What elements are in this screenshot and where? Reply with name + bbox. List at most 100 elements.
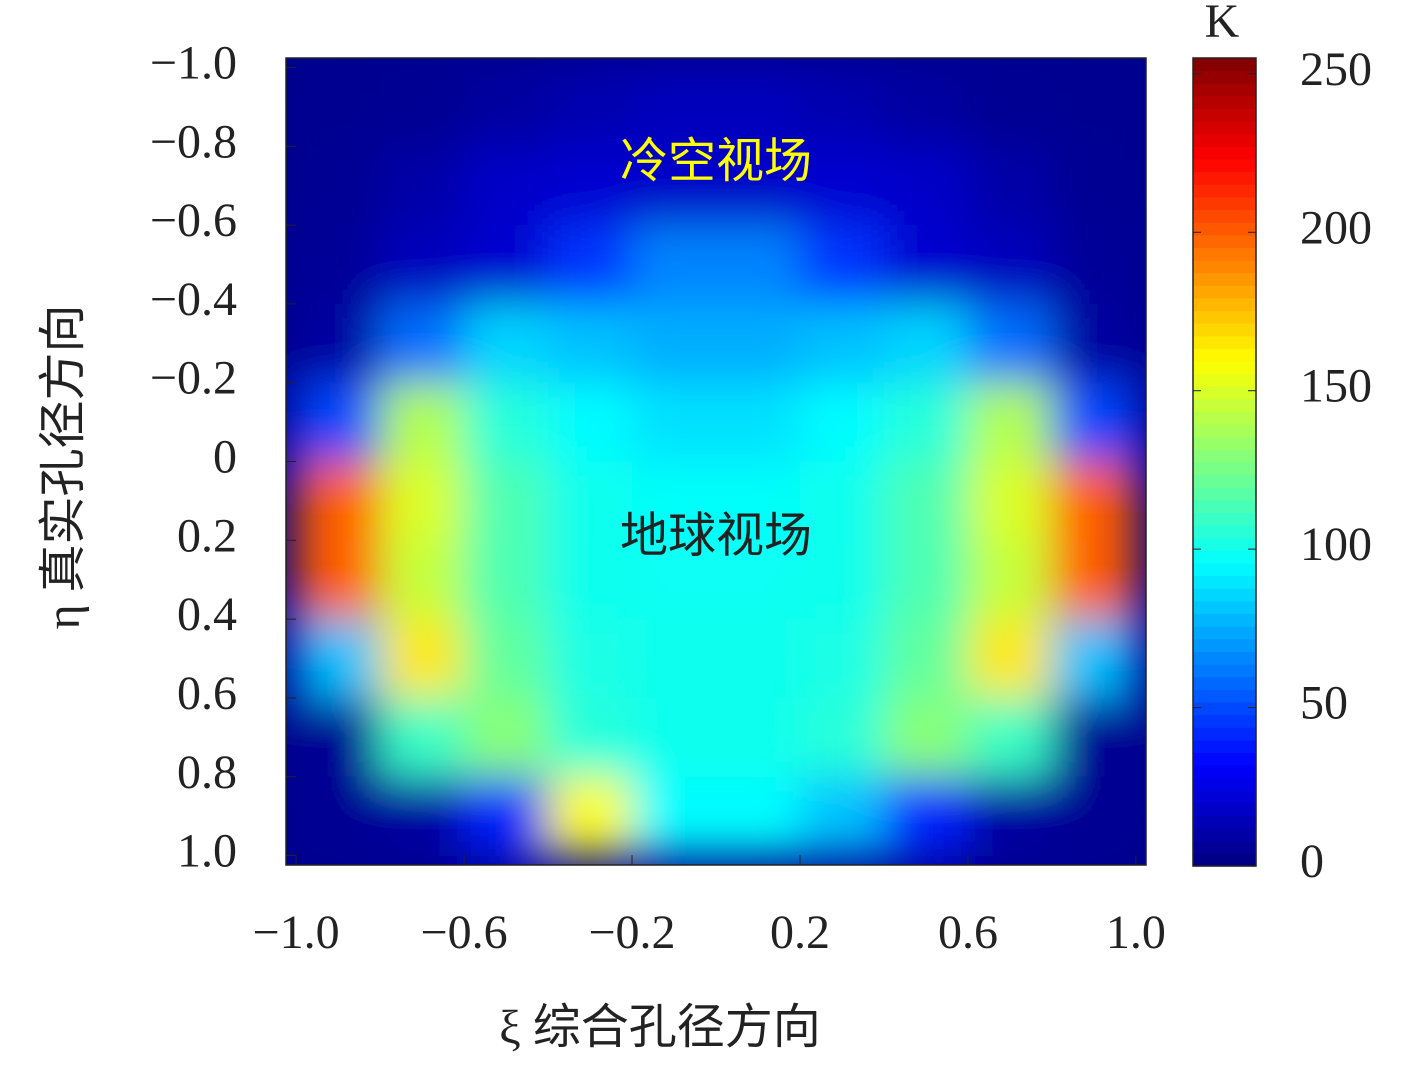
y-tick-label: 0.4 [177,588,237,641]
colorbar-segment [1193,310,1256,324]
colorbar-segment [1193,411,1256,425]
heatmap-cell [296,619,381,699]
colorbar-segment [1193,651,1256,665]
colorbar-segment [1193,323,1256,337]
heatmap-cell [464,697,549,778]
y-tick-label: −0.4 [150,273,237,326]
colorbar-segment [1193,436,1256,450]
colorbar-segment [1193,638,1256,652]
heatmap-cell [548,382,633,462]
heatmap-cell [296,225,381,305]
heatmap-cell [799,461,885,541]
heatmap-cell [464,303,549,384]
colorbar-segment [1193,739,1256,753]
y-tick-label: −0.6 [150,194,237,247]
heatmap-cell [967,303,1053,384]
heatmap-cell [380,697,465,778]
annotation: 地球视场 [620,509,812,562]
heatmap-cell [716,67,801,147]
heatmap-cell [296,697,381,778]
heatmap-cell [799,146,885,226]
colorbar-segment [1193,373,1256,387]
heatmap-cell [464,225,549,305]
colorbar-segment [1193,335,1256,349]
colorbar-segment [1193,537,1256,551]
colorbar-segment [1193,664,1256,678]
heatmap-cell [380,776,465,857]
x-tick-label: −1.0 [253,906,340,959]
heatmap-cell [464,540,549,620]
heatmap-cell [380,225,465,305]
heatmap-cell [967,225,1053,305]
heatmap-cell [967,540,1053,620]
colorbar-segment [1193,108,1256,122]
colorbar-segment [1193,247,1256,261]
heatmap-cell [1051,146,1137,226]
heatmap-cell [1051,540,1137,620]
colorbar-segment [1193,95,1256,110]
colorbar-segment [1193,361,1256,375]
heatmap-cell [716,382,801,462]
colorbar-segment [1193,297,1256,312]
heatmap-cell [632,697,717,778]
colorbar-segment [1193,171,1256,185]
y-tick-label: 1.0 [177,825,237,878]
colorbar-segment [1193,613,1256,627]
heatmap-cell [296,540,381,620]
colorbar-segment [1193,398,1256,413]
heatmap-cell [1051,461,1137,541]
heatmap-cell [1051,776,1137,857]
heatmap-cell [296,461,381,541]
heatmap-cell [296,67,381,147]
colorbar-segment [1193,234,1256,248]
heatmap-cell [716,461,801,541]
y-tick-label: 0.6 [177,667,237,720]
heatmap-cell [799,225,885,305]
heatmap-cell [632,382,717,462]
heatmap-cell [380,382,465,462]
colorbar-tick-label: 200 [1300,201,1372,254]
heatmap-cell [380,540,465,620]
heatmap-cell [632,225,717,305]
x-tick-label: 0.6 [938,906,998,959]
heatmap-cell [716,619,801,699]
heatmap-cell [967,776,1053,857]
heatmap-cell [716,225,801,305]
heatmap-cell [716,540,801,620]
heatmap-cell [296,303,381,384]
colorbar-segment [1193,462,1256,476]
colorbar-segment [1193,146,1256,160]
colorbar-segment [1193,525,1256,539]
colorbar-segment [1193,121,1256,135]
heatmap-cell [967,146,1053,226]
colorbar-segment [1193,474,1256,488]
colorbar: 0 50 100 150 200 250 [1192,43,1372,888]
heatmap [296,67,1137,857]
colorbar-segment [1193,222,1256,236]
colorbar-segment [1193,487,1256,501]
colorbar-segment [1193,840,1256,854]
colorbar-segment [1193,689,1256,703]
x-tick-label: 0.2 [770,906,830,959]
heatmap-cell [967,697,1053,778]
colorbar-segment [1193,563,1256,577]
colorbar-segment [1193,348,1256,362]
heatmap-cell [716,776,801,857]
heatmap-cell [380,619,465,699]
heatmap-cell [799,619,885,699]
colorbar-segment [1193,449,1256,463]
colorbar-segment [1193,676,1256,690]
heatmap-cell [967,67,1053,147]
heatmap-cell [548,67,633,147]
colorbar-segment [1193,58,1256,72]
heatmap-cell [632,776,717,857]
heatmap-cell [548,776,633,857]
heatmap-cell [632,303,717,384]
colorbar-segment [1193,777,1256,791]
colorbar-tick-label: 0 [1300,835,1324,888]
heatmap-cell [799,67,885,147]
heatmap-cell [883,776,969,857]
heatmap-cell [464,67,549,147]
heatmap-cell [548,697,633,778]
